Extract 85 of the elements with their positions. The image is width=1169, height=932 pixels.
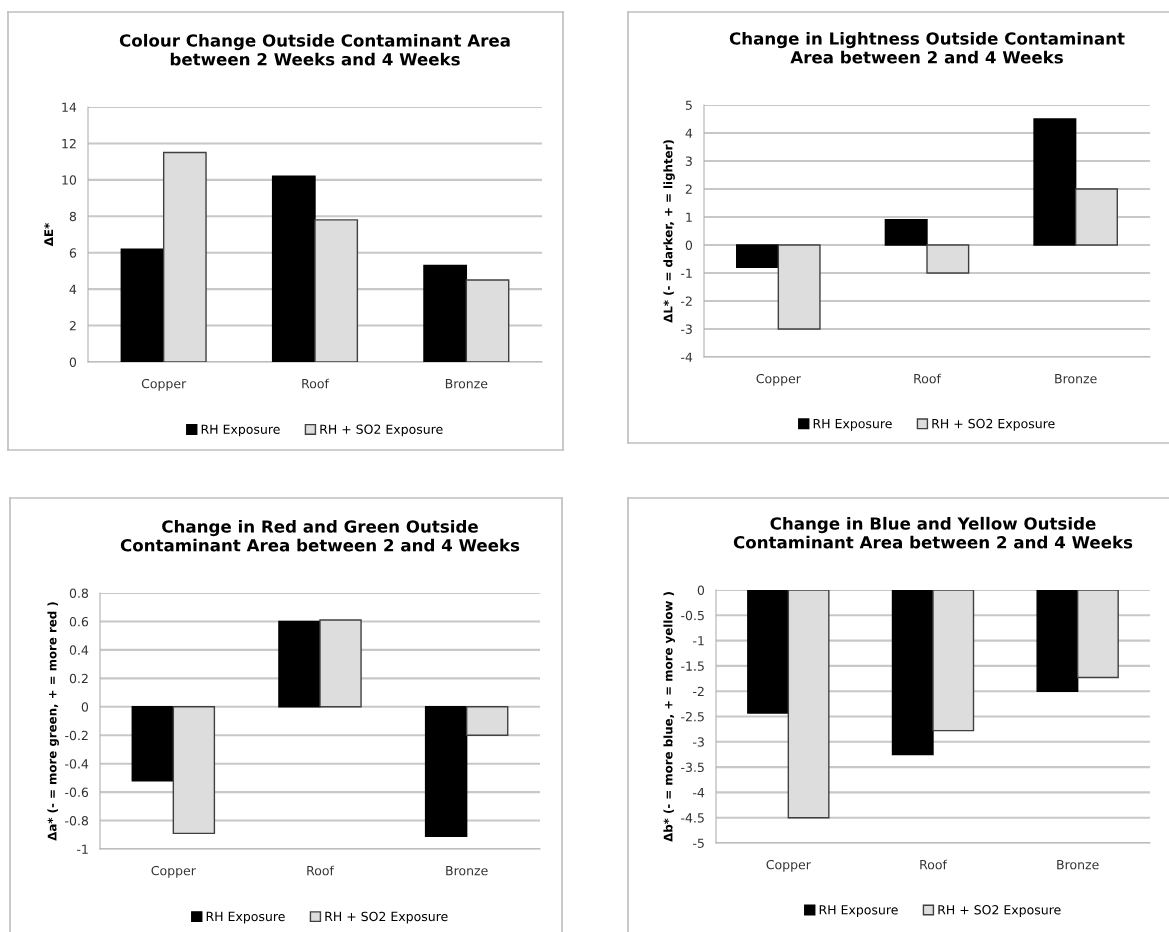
y-tick-label: 0.6 bbox=[69, 616, 89, 627]
bar bbox=[465, 706, 509, 736]
y-tick-label: -4.5 bbox=[681, 813, 704, 823]
y-tick-label: -0.8 bbox=[65, 816, 89, 826]
y-tick-label: 12 bbox=[62, 138, 76, 149]
bar bbox=[120, 248, 165, 362]
x-tick-label: Copper bbox=[141, 378, 187, 391]
y-tick-label: 0 bbox=[685, 240, 693, 250]
y-tick-label: 8 bbox=[69, 211, 77, 222]
y-tick-label: -3.5 bbox=[681, 762, 704, 773]
y-tick-label: -0.6 bbox=[65, 787, 89, 798]
chart-title: Change in Lightness Outside Contaminant Area between 2 and 4 Weeks bbox=[729, 31, 1125, 64]
bar bbox=[777, 244, 821, 330]
legend-label: RH Exposure bbox=[206, 911, 285, 924]
bar bbox=[423, 264, 468, 362]
bar bbox=[278, 620, 321, 708]
bar bbox=[926, 244, 970, 274]
y-tick-label: 4 bbox=[685, 128, 693, 138]
bar bbox=[271, 175, 316, 362]
bar bbox=[172, 706, 216, 835]
x-tick-label: Bronze bbox=[1055, 374, 1097, 384]
bar bbox=[131, 706, 175, 782]
y-tick-label: 14 bbox=[62, 102, 77, 112]
chart-title: Change in Red and Green Outside Contaminant Area between 2 and 4 Weeks bbox=[120, 519, 520, 552]
y-tick-label: -3 bbox=[693, 737, 704, 747]
chart-title: Colour Change Outside Contaminant Area between 2 Weeks and 4 Weeks bbox=[119, 33, 510, 66]
chart-title: Change in Blue and Yellow Outside Contaminant Area between 2 and 4 Weeks bbox=[733, 516, 1133, 549]
y-tick-label: 0 bbox=[697, 585, 705, 595]
bar bbox=[465, 279, 510, 362]
y-tick-label: 2 bbox=[685, 184, 692, 194]
y-tick-label: -1.5 bbox=[681, 661, 704, 671]
legend-label: RH Exposure bbox=[819, 905, 898, 917]
y-tick-label: -0.2 bbox=[65, 730, 88, 741]
bar bbox=[736, 244, 780, 269]
y-tick-label: 10 bbox=[62, 175, 77, 185]
y-tick-label: -2 bbox=[693, 686, 704, 696]
y-tick-label: 0 bbox=[69, 357, 77, 367]
bar bbox=[424, 706, 468, 837]
bar bbox=[1074, 188, 1118, 246]
y-tick-label: -4 bbox=[693, 788, 705, 798]
bar bbox=[1033, 118, 1077, 246]
y-tick-label: 1 bbox=[686, 212, 692, 222]
y-tick-label: 0 bbox=[81, 702, 89, 712]
bar bbox=[884, 219, 928, 246]
y-tick-label: 5 bbox=[685, 100, 692, 110]
legend-label: RH + SO2 Exposure bbox=[320, 424, 443, 437]
y-tick-label: 6 bbox=[69, 248, 77, 258]
y-tick-label: -5 bbox=[693, 838, 704, 848]
y-tick-label: -2 bbox=[681, 296, 692, 306]
y-axis-title: ΔL* (- = darker, + = lighter) bbox=[663, 140, 675, 323]
bar bbox=[314, 219, 359, 362]
x-tick-label: Roof bbox=[302, 378, 330, 389]
y-tick-label: -2.5 bbox=[681, 711, 704, 722]
y-tick-label: -0.4 bbox=[65, 759, 89, 769]
x-tick-label: Bronze bbox=[1057, 860, 1099, 870]
y-tick-label: -1 bbox=[77, 844, 88, 854]
y-tick-label: -1 bbox=[681, 268, 692, 278]
y-tick-label: 4 bbox=[69, 284, 77, 294]
y-tick-label: -0.5 bbox=[681, 610, 704, 621]
x-tick-label: Copper bbox=[756, 373, 801, 386]
y-tick-label: -1 bbox=[693, 636, 704, 646]
y-tick-label: 0.2 bbox=[69, 673, 88, 684]
x-tick-label: Roof bbox=[914, 373, 942, 384]
legend-label: RH Exposure bbox=[813, 419, 892, 431]
legend-label: RH + SO2 Exposure bbox=[325, 911, 448, 924]
y-axis-title: Δa* (- = more green, + = more red ) bbox=[47, 602, 59, 841]
y-tick-label: 0.8 bbox=[69, 588, 89, 598]
y-axis-title: ΔE* bbox=[44, 223, 53, 247]
x-tick-label: Copper bbox=[766, 859, 811, 872]
y-tick-label: 3 bbox=[685, 156, 692, 166]
x-tick-label: Bronze bbox=[446, 866, 488, 876]
x-tick-label: Roof bbox=[920, 859, 948, 870]
legend-label: RH + SO2 Exposure bbox=[938, 905, 1061, 917]
y-tick-label: -4 bbox=[681, 352, 693, 362]
y-tick-label: 0.4 bbox=[69, 645, 89, 655]
x-tick-label: Roof bbox=[307, 865, 335, 876]
y-tick-label: -3 bbox=[681, 324, 692, 334]
y-axis-title: Δb* (- = more blue, + = more yellow ) bbox=[663, 592, 675, 842]
y-tick-label: 2 bbox=[69, 321, 76, 331]
bar bbox=[319, 619, 362, 708]
x-tick-label: Bronze bbox=[445, 379, 488, 389]
x-tick-label: Copper bbox=[151, 865, 196, 878]
bar bbox=[162, 151, 207, 362]
legend-label: RH Exposure bbox=[201, 424, 280, 437]
legend-label: RH + SO2 Exposure bbox=[932, 418, 1055, 431]
